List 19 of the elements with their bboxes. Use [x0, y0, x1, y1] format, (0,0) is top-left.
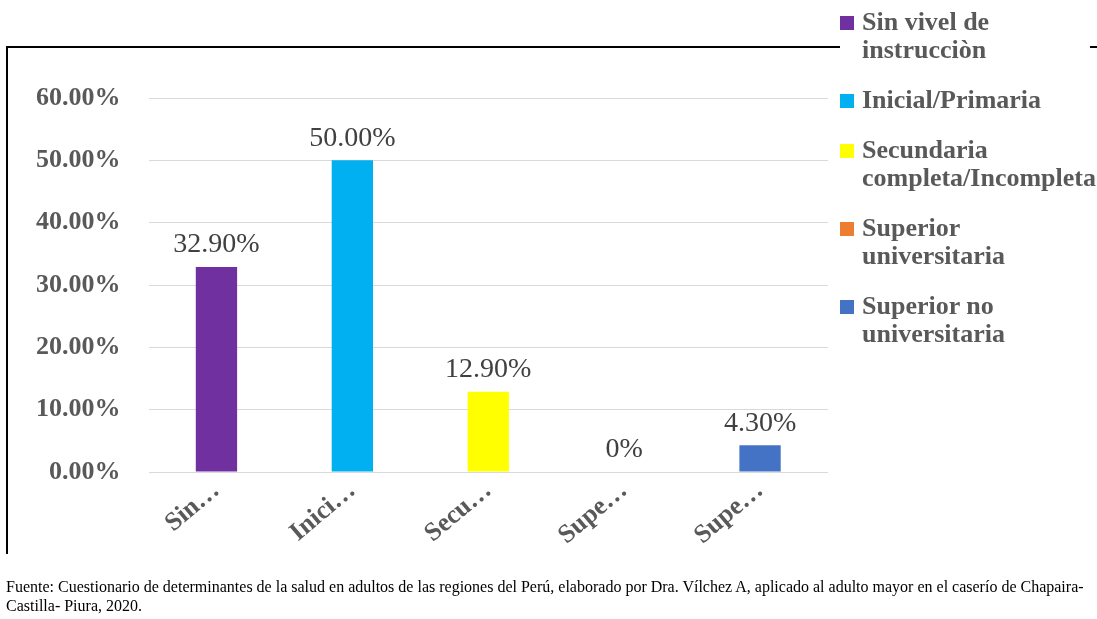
y-tick-label: 30.00%: [36, 268, 121, 298]
y-tick-label: 0.00%: [49, 455, 121, 485]
x-tick-label: Sin…: [158, 474, 225, 537]
y-tick-label: 10.00%: [36, 393, 121, 423]
y-tick-label: 60.00%: [36, 81, 121, 111]
source-note: Fuente: Cuestionario de determinantes de la salud en adultos de las regiones del Perú, elaborado por Dra. Vílchez A, aplicado al adulto mayor en el caserío de Chapaira- Castilla- Piura, 2020.: [6, 577, 1085, 615]
legend-label: Secundaria completa/Incompleta: [862, 135, 1096, 192]
data-label: 4.30%: [723, 405, 797, 437]
legend-label: Superior universitaria: [862, 213, 1006, 270]
legend-label: Superior no universitaria: [862, 291, 1006, 348]
data-label: 50.00%: [309, 120, 396, 152]
legend-label: Inicial/Primaria: [862, 85, 1042, 114]
y-tick-label: 20.00%: [36, 331, 121, 361]
legend-label: Sin vivel de instrucciòn: [862, 7, 991, 64]
y-tick-label: 40.00%: [36, 206, 121, 236]
data-label: 12.90%: [445, 352, 532, 384]
y-tick-label: 50.00%: [36, 144, 121, 174]
data-label: 0%: [605, 432, 643, 464]
data-label: 32.90%: [173, 227, 260, 259]
